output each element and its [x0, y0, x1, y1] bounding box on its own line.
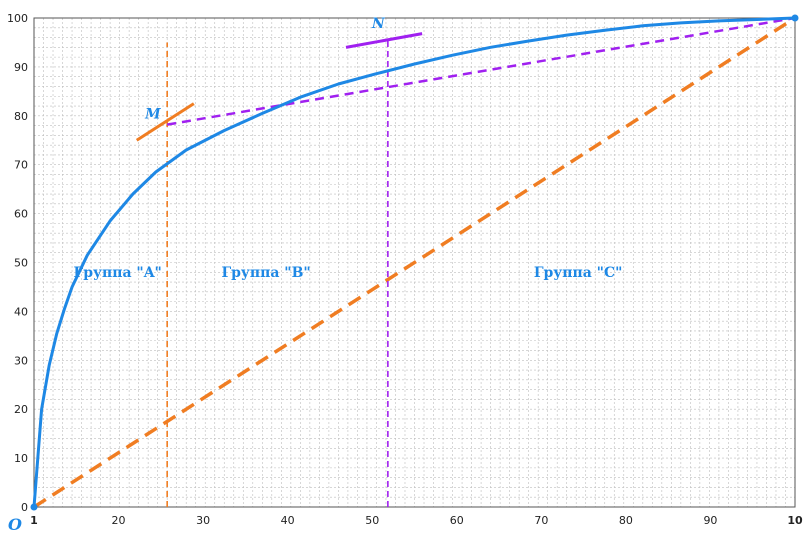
tangent-M [135, 102, 195, 142]
y-tick-label: 10 [14, 452, 28, 465]
point-label-M: M [144, 107, 161, 123]
chord-line [166, 16, 796, 126]
plot-frame [33, 17, 796, 508]
tangent-N [345, 32, 423, 49]
chart-labels: O M N Группа "A" Группа "B" Группа "C" [8, 16, 622, 533]
x-tick-label: 30 [196, 514, 210, 527]
start-point [30, 503, 38, 511]
cumulative-curve [32, 16, 796, 508]
x-tick-label: 10 [787, 514, 803, 527]
origin-label: O [8, 515, 22, 533]
y-tick-label: 30 [14, 354, 28, 367]
y-tick-label: 70 [14, 159, 28, 172]
x-tick-label: 60 [450, 514, 464, 527]
y-tick-label: 80 [14, 110, 28, 123]
x-tick-label: 1 [30, 514, 38, 527]
diagonal-line [33, 16, 796, 509]
x-tick-label: 40 [281, 514, 295, 527]
x-tick-label: 20 [112, 514, 126, 527]
end-point [791, 14, 799, 22]
x-tick-label: 70 [534, 514, 548, 527]
y-tick-label: 40 [14, 305, 28, 318]
y-tick-label: 60 [14, 208, 28, 221]
y-tick-label: 100 [7, 12, 28, 25]
y-tick-label: 90 [14, 61, 28, 74]
group-label: Группа "B" [221, 265, 310, 281]
axes [33, 17, 796, 508]
x-tick-label: 50 [365, 514, 379, 527]
y-tick-label: 0 [21, 501, 28, 514]
x-tick-labels: 1 20 30 40 50 60 70 80 90 10 [30, 514, 803, 527]
y-tick-labels: 0 10 20 30 40 50 60 70 80 90 100 [7, 12, 28, 514]
y-tick-label: 50 [14, 257, 28, 270]
y-tick-label: 20 [14, 403, 28, 416]
x-tick-label: 80 [619, 514, 633, 527]
group-label: Группа "C" [534, 265, 623, 281]
chart-lines [30, 14, 799, 511]
x-tick-label: 90 [703, 514, 717, 527]
group-label: Группа "A" [74, 265, 162, 281]
point-label-N: N [371, 16, 386, 32]
